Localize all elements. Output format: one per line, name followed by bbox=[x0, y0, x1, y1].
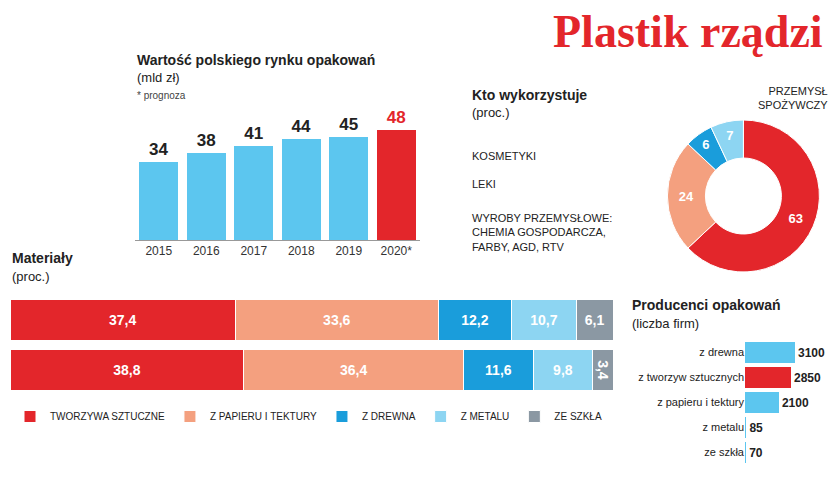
svg-text:63: 63 bbox=[788, 211, 802, 226]
svg-text:2015: 2015 bbox=[145, 244, 172, 258]
svg-text:85: 85 bbox=[749, 421, 763, 435]
svg-text:KOSMETYKI: KOSMETYKI bbox=[472, 150, 536, 162]
svg-text:38,8: 38,8 bbox=[113, 362, 140, 378]
svg-text:36,4: 36,4 bbox=[340, 362, 367, 378]
svg-text:TWORZYWA SZTUCZNE: TWORZYWA SZTUCZNE bbox=[50, 411, 165, 422]
svg-text:2018: 2018 bbox=[288, 244, 315, 258]
svg-text:2100: 2100 bbox=[782, 396, 809, 410]
svg-text:70: 70 bbox=[749, 446, 763, 460]
svg-text:z tworzyw sztucznych: z tworzyw sztucznych bbox=[638, 371, 744, 383]
svg-text:z papieru i tektury: z papieru i tektury bbox=[657, 396, 744, 408]
svg-text:(mld zł): (mld zł) bbox=[137, 70, 180, 85]
svg-text:ZE SZKŁA: ZE SZKŁA bbox=[554, 411, 602, 422]
svg-text:3100: 3100 bbox=[798, 346, 825, 360]
svg-text:2017: 2017 bbox=[240, 244, 267, 258]
svg-text:z metalu: z metalu bbox=[702, 421, 744, 433]
svg-text:6,1: 6,1 bbox=[585, 312, 605, 328]
svg-text:41: 41 bbox=[244, 124, 263, 143]
svg-text:44: 44 bbox=[292, 117, 311, 136]
svg-text:LEKI: LEKI bbox=[472, 178, 496, 190]
svg-text:PRZEMYSŁSPOŻYWCZY: PRZEMYSŁSPOŻYWCZY bbox=[758, 85, 828, 111]
svg-text:z drewna: z drewna bbox=[699, 346, 745, 358]
svg-text:38: 38 bbox=[197, 131, 216, 150]
svg-text:10,7: 10,7 bbox=[530, 312, 557, 328]
svg-text:* prognoza: * prognoza bbox=[137, 90, 186, 101]
svg-text:ze szkła: ze szkła bbox=[704, 446, 745, 458]
svg-text:Z DREWNA: Z DREWNA bbox=[362, 411, 416, 422]
svg-text:11,6: 11,6 bbox=[485, 362, 512, 378]
svg-text:Producenci opakowań: Producenci opakowań bbox=[632, 297, 781, 313]
svg-text:2016: 2016 bbox=[193, 244, 220, 258]
svg-text:37,4: 37,4 bbox=[109, 312, 136, 328]
svg-text:Z PAPIERU I TEKTURY: Z PAPIERU I TEKTURY bbox=[210, 411, 317, 422]
svg-text:45: 45 bbox=[339, 115, 358, 134]
svg-text:3,4: 3,4 bbox=[595, 360, 611, 380]
svg-text:Wartość polskiego rynku opakow: Wartość polskiego rynku opakowań bbox=[137, 52, 375, 68]
svg-text:34: 34 bbox=[149, 140, 168, 159]
svg-text:7: 7 bbox=[726, 128, 733, 143]
svg-text:2020*: 2020* bbox=[381, 244, 413, 258]
svg-text:9,8: 9,8 bbox=[553, 362, 573, 378]
svg-text:Plastik rządzi: Plastik rządzi bbox=[553, 6, 823, 57]
svg-text:(proc.): (proc.) bbox=[12, 269, 50, 284]
svg-text:Kto wykorzystuje: Kto wykorzystuje bbox=[472, 87, 587, 103]
svg-text:48: 48 bbox=[387, 108, 406, 127]
svg-text:(proc.): (proc.) bbox=[472, 105, 510, 120]
svg-text:12,2: 12,2 bbox=[461, 312, 488, 328]
svg-text:2019: 2019 bbox=[335, 244, 362, 258]
svg-text:(liczba firm): (liczba firm) bbox=[632, 316, 699, 331]
svg-text:6: 6 bbox=[702, 137, 709, 152]
svg-text:2850: 2850 bbox=[794, 371, 821, 385]
svg-text:WYROBY PRZEMYSŁOWE:CHEMIA GOSP: WYROBY PRZEMYSŁOWE:CHEMIA GOSPODARCZA,FA… bbox=[472, 212, 612, 253]
svg-text:33,6: 33,6 bbox=[323, 312, 350, 328]
svg-text:Z METALU: Z METALU bbox=[461, 411, 510, 422]
svg-text:24: 24 bbox=[679, 189, 694, 204]
svg-text:Materiały: Materiały bbox=[12, 250, 73, 266]
